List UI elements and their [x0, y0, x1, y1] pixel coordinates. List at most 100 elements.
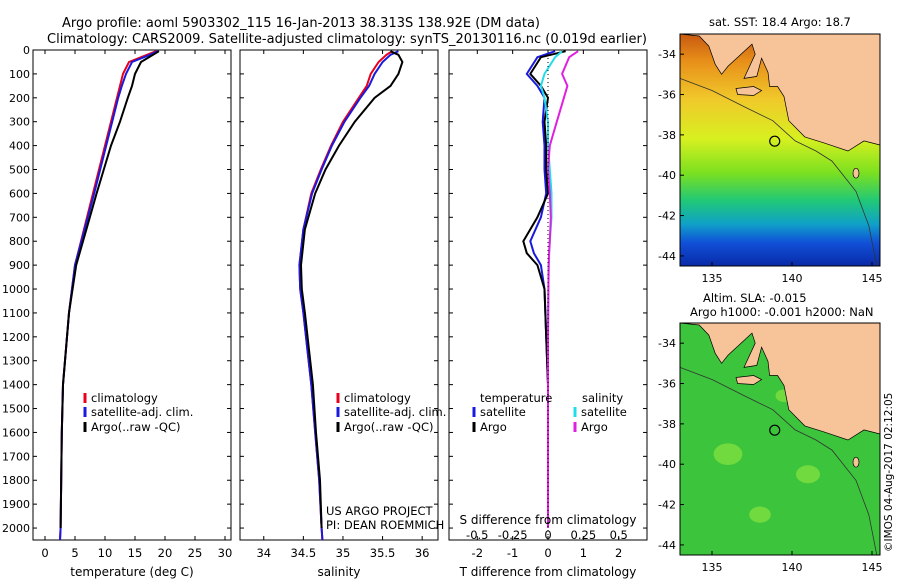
lon-tick-label: 135 [702, 561, 723, 574]
legend-satellite-label: satellite-adj. clim. [344, 405, 446, 419]
x-tick-label: 15 [128, 546, 143, 560]
legend-argo-label: Argo(..raw -QC) [91, 420, 181, 434]
depth-tick-label: 600 [9, 187, 30, 200]
x-tick-label: 25 [188, 546, 203, 560]
legend-salinity-title: salinity [582, 391, 623, 405]
x-tick-label: 36 [415, 546, 430, 560]
legend-sal-argo-label: Argo [581, 420, 608, 434]
legend-temp-argo-label: Argo [480, 420, 507, 434]
sst-map-title: sat. SST: 18.4 Argo: 18.7 [709, 15, 851, 29]
depth-tick-label: 1700 [2, 450, 30, 463]
depth-tick-label: 2000 [2, 522, 30, 535]
land-mask [679, 33, 881, 152]
depth-tick-label: 300 [9, 116, 30, 129]
legend-climatology-label: climatology [344, 391, 411, 405]
map-frame [679, 33, 881, 267]
depth-tick-label: 400 [9, 140, 30, 153]
depth-tick-label: 500 [9, 164, 30, 177]
depth-tick-label: 800 [9, 235, 30, 248]
lat-tick-label: -34 [658, 48, 676, 61]
x-tick-label: -2 [472, 546, 483, 560]
x-tick-label: 1 [580, 546, 587, 560]
depth-tick-label: 1400 [2, 379, 30, 392]
lon-tick-label: 145 [862, 561, 883, 574]
king-island [852, 456, 860, 468]
lat-tick-label: -40 [658, 169, 676, 182]
header-line1: Argo profile: aoml 5903302_115 16-Jan-20… [62, 16, 540, 31]
sst-map: -34 -36 -38 -40 -42 -44 135 140 145 [658, 33, 883, 285]
salinity-xlabel: salinity [317, 565, 360, 579]
pi-annotation: PI: DEAN ROEMMICH [326, 518, 444, 532]
lat-tick-label: -34 [658, 337, 676, 350]
series-line-argo---raw--qc- [299, 50, 404, 529]
lat-tick-label: -38 [658, 418, 676, 431]
difference-xlabel-bottom: T difference from climatology [459, 565, 637, 579]
legend-argo-label: Argo(..raw -QC) [344, 420, 434, 434]
shelf-contour [679, 78, 878, 267]
kangaroo-island [735, 375, 763, 385]
top-tick-label: 0.25 [571, 528, 597, 542]
top-tick-label: 0 [544, 528, 551, 542]
lat-tick-label: -42 [658, 210, 676, 223]
sla-map: -34 -36 -38 -40 -42 -44 135 140 145 [658, 322, 883, 574]
depth-tick-label: 1500 [2, 403, 30, 416]
lon-tick-label: 145 [862, 272, 883, 285]
top-tick-label: -0.5 [466, 528, 488, 542]
temperature-xlabel: temperature (deg C) [70, 565, 193, 579]
x-tick-label: 5 [71, 546, 78, 560]
legend-climatology-label: climatology [91, 391, 158, 405]
series-line-climatology [298, 50, 393, 541]
legend-temperature-title: temperature [480, 391, 552, 405]
depth-tick-label: 100 [9, 68, 30, 81]
king-island [852, 167, 860, 179]
depth-tick-label: 200 [9, 92, 30, 105]
difference-xlabel-top: S difference from climatology [460, 513, 637, 527]
project-annotation: US ARGO PROJECT [326, 504, 434, 518]
lat-tick-label: -44 [658, 539, 676, 552]
depth-tick-label: 900 [9, 259, 30, 272]
x-tick-label: 0 [41, 546, 48, 560]
x-tick-label: 0 [544, 546, 551, 560]
depth-tick-label: 0 [23, 44, 30, 57]
series-line-satellite-adj--clim- [59, 50, 159, 541]
lat-tick-label: -36 [658, 378, 676, 391]
depth-tick-label: 700 [9, 211, 30, 224]
depth-tick-label: 1200 [2, 331, 30, 344]
lat-tick-label: -36 [658, 89, 676, 102]
legend-satellite-label: satellite-adj. clim. [91, 405, 193, 419]
x-tick-label: -1 [507, 546, 518, 560]
salinity-plot: 34 34.5 35 35.5 36 climatologysatellite-adj. … [240, 49, 446, 560]
salinity-plot-frame [239, 49, 439, 541]
x-tick-label: 35 [336, 546, 351, 560]
kangaroo-island [735, 86, 763, 96]
shelf-contour [679, 367, 878, 556]
lat-tick-label: -38 [658, 129, 676, 142]
depth-tick-label: 1600 [2, 426, 30, 439]
x-tick-label: 2 [615, 546, 622, 560]
series-line-climatology [59, 50, 157, 541]
land-mask [679, 322, 881, 441]
sla-anomaly-patch [713, 443, 743, 465]
map-frame [679, 322, 881, 556]
x-tick-label: 30 [218, 546, 233, 560]
lat-tick-label: -40 [658, 458, 676, 471]
depth-tick-label: 1800 [2, 474, 30, 487]
header-line2: Climatology: CARS2009. Satellite-adjuste… [47, 32, 647, 47]
legend-sal-satellite-label: satellite [581, 405, 627, 419]
difference-plot: -2 -1 0 1 2-0.5 -0.25 0 0.25 0.5temperaturesatel… [449, 49, 647, 560]
depth-tick-label: 1000 [2, 283, 30, 296]
series-line-argo---raw--qc- [59, 50, 160, 529]
lon-tick-label: 135 [702, 272, 723, 285]
temperature-plot-frame [32, 49, 232, 541]
depth-tick-label: 1900 [2, 498, 30, 511]
depth-axis: 0 100 200 300 400 500 600 700 800 900 1000 1100 1200… [2, 44, 30, 535]
x-tick-label: 10 [98, 546, 113, 560]
depth-tick-label: 1300 [2, 355, 30, 368]
x-tick-label: 34 [256, 546, 271, 560]
depth-tick-label: 1100 [2, 307, 30, 320]
imos-timestamp: ©IMOS 04-Aug-2017 02:12:05 [883, 393, 895, 552]
series-line-satellite [525, 50, 556, 528]
lat-tick-label: -44 [658, 250, 676, 263]
legend-temp-satellite-label: satellite [480, 405, 526, 419]
